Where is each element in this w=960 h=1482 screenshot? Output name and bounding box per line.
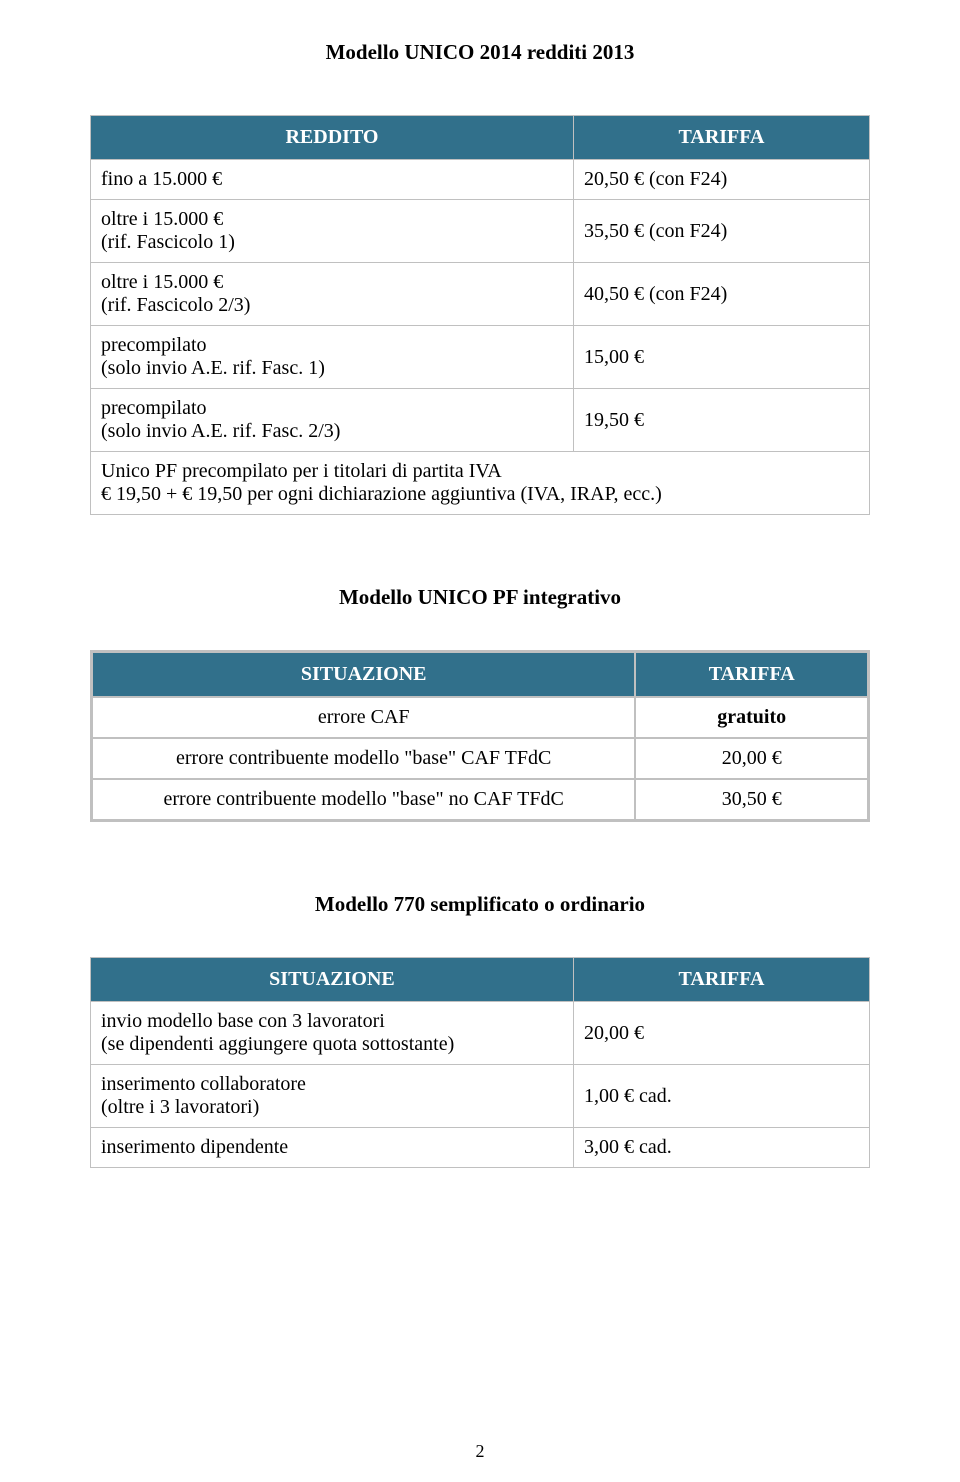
table-row: precompilato(solo invio A.E. rif. Fasc. … <box>91 326 870 389</box>
cell-right: gratuito <box>635 697 868 738</box>
table-situazione-integrativo: SITUAZIONE TARIFFA errore CAF gratuito e… <box>90 650 870 822</box>
table-row: invio modello base con 3 lavoratori(se d… <box>91 1002 870 1065</box>
table2-header-left: SITUAZIONE <box>92 652 636 698</box>
cell-right: 40,50 € (con F24) <box>573 263 869 326</box>
cell-right: 30,50 € <box>635 779 868 821</box>
table-row: errore contribuente modello "base" no CA… <box>92 779 869 821</box>
cell-right: 3,00 € cad. <box>573 1128 869 1168</box>
table-row: inserimento dipendente 3,00 € cad. <box>91 1128 870 1168</box>
cell-left: inserimento dipendente <box>91 1128 574 1168</box>
table3-header-left: SITUAZIONE <box>91 958 574 1002</box>
cell-left: oltre i 15.000 €(rif. Fascicolo 1) <box>91 200 574 263</box>
table-situazione-770: SITUAZIONE TARIFFA invio modello base co… <box>90 957 870 1168</box>
cell-right: 15,00 € <box>573 326 869 389</box>
table-row: oltre i 15.000 €(rif. Fascicolo 1) 35,50… <box>91 200 870 263</box>
table3-header-right: TARIFFA <box>573 958 869 1002</box>
cell-left: oltre i 15.000 €(rif. Fascicolo 2/3) <box>91 263 574 326</box>
cell-left: errore contribuente modello "base" no CA… <box>92 779 636 821</box>
table-row: oltre i 15.000 €(rif. Fascicolo 2/3) 40,… <box>91 263 870 326</box>
cell-left: errore contribuente modello "base" CAF T… <box>92 738 636 779</box>
table-reddito: REDDITO TARIFFA fino a 15.000 € 20,50 € … <box>90 115 870 515</box>
cell-full: Unico PF precompilato per i titolari di … <box>91 452 870 515</box>
cell-right: 35,50 € (con F24) <box>573 200 869 263</box>
cell-left: inserimento collaboratore(oltre i 3 lavo… <box>91 1065 574 1128</box>
table-row-footer: Unico PF precompilato per i titolari di … <box>91 452 870 515</box>
table-row: precompilato(solo invio A.E. rif. Fasc. … <box>91 389 870 452</box>
table-row: errore CAF gratuito <box>92 697 869 738</box>
table2-header-right: TARIFFA <box>635 652 868 698</box>
table-row: inserimento collaboratore(oltre i 3 lavo… <box>91 1065 870 1128</box>
section3-title: Modello 770 semplificato o ordinario <box>90 892 870 917</box>
cell-left: fino a 15.000 € <box>91 160 574 200</box>
cell-left: invio modello base con 3 lavoratori(se d… <box>91 1002 574 1065</box>
cell-left: precompilato(solo invio A.E. rif. Fasc. … <box>91 326 574 389</box>
cell-right: 20,00 € <box>635 738 868 779</box>
doc-title: Modello UNICO 2014 redditi 2013 <box>90 40 870 65</box>
cell-right: 20,50 € (con F24) <box>573 160 869 200</box>
cell-left: precompilato(solo invio A.E. rif. Fasc. … <box>91 389 574 452</box>
cell-left: errore CAF <box>92 697 636 738</box>
section2-title: Modello UNICO PF integrativo <box>90 585 870 610</box>
cell-right: 19,50 € <box>573 389 869 452</box>
page-number: 2 <box>0 1441 960 1462</box>
cell-right: 1,00 € cad. <box>573 1065 869 1128</box>
cell-right: 20,00 € <box>573 1002 869 1065</box>
table1-header-left: REDDITO <box>91 116 574 160</box>
table-row: errore contribuente modello "base" CAF T… <box>92 738 869 779</box>
table1-header-right: TARIFFA <box>573 116 869 160</box>
table-row: fino a 15.000 € 20,50 € (con F24) <box>91 160 870 200</box>
